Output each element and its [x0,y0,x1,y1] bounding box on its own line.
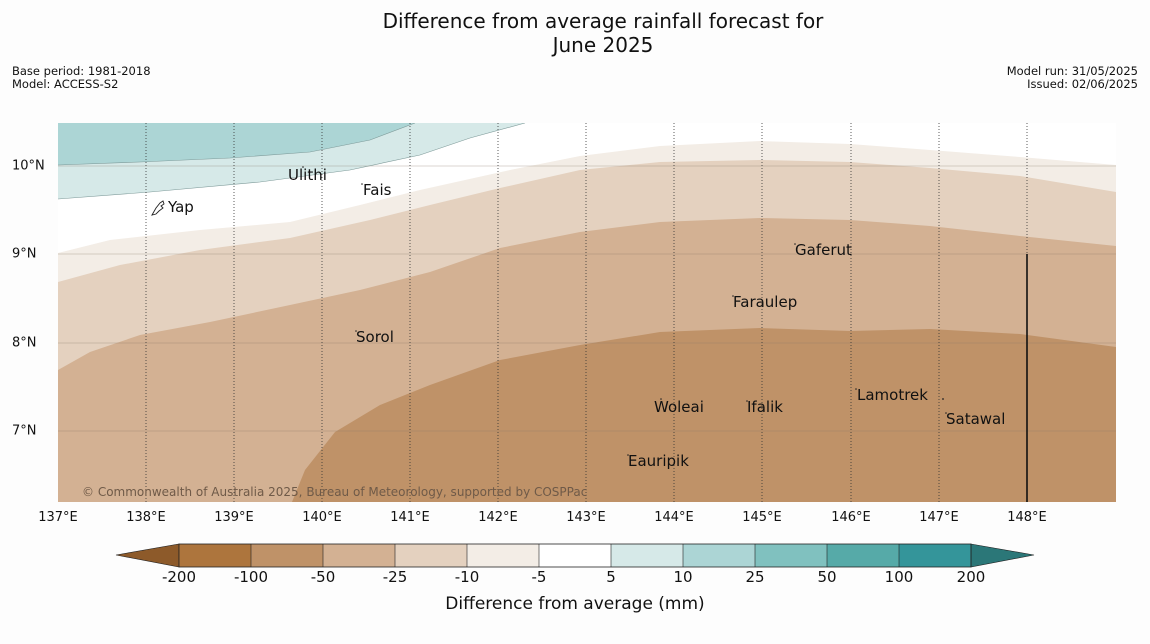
colorbar [115,543,1035,568]
lat-label-10n: 10°N [12,158,45,174]
lon-label-138e: 138°E [126,510,166,525]
place-lamotrek: Lamotrek [857,386,928,404]
title-line-1: Difference from average rainfall forecas… [382,9,824,33]
island-markers [302,166,947,456]
place-woleai: Woleai [654,398,704,416]
lon-label-142e: 142°E [478,510,518,525]
lon-label-147e: 147°E [919,510,959,525]
contour-10-to-25 [58,123,415,165]
issued-text: Issued: 02/06/2025 [1027,77,1138,91]
colorbar-extend-low [115,543,180,568]
model-text: Model: ACCESS-S2 [12,77,119,91]
lon-label-140e: 140°E [302,510,342,525]
colorbar-swatch [467,544,539,567]
colorbar-label: -100 [233,568,269,586]
place-fais: Fais [363,181,392,199]
lat-label-9n: 9°N [12,246,37,262]
lon-label-145e: 145°E [742,510,782,525]
colorbar-swatch [251,544,323,567]
map-title: Difference from average rainfall forecas… [0,9,1150,57]
grid-lines [58,123,1116,502]
place-ulithi: Ulithi [288,166,327,184]
colorbar-swatch [539,544,611,567]
copyright-text: © Commonwealth of Australia 2025, Bureau… [82,485,588,499]
colorbar-swatch [323,544,395,567]
place-satawal: Satawal [946,410,1006,428]
place-ifalik: Ifalik [747,398,783,416]
colorbar-swatch [611,544,683,567]
lon-label-148e: 148°E [1007,510,1047,525]
lon-label-139e: 139°E [214,510,254,525]
title-line-2: June 2025 [552,33,654,57]
yap-island-shape [151,200,165,216]
colorbar-extend-high [970,543,1035,568]
rainfall-contours [58,123,1116,502]
colorbar-label: 200 [956,568,986,586]
colorbar-label: 5 [606,568,616,586]
place-eauripik: Eauripik [628,452,689,470]
colorbar-label: 50 [817,568,837,586]
base-period-text: Base period: 1981-2018 [12,64,151,78]
place-sorol: Sorol [356,328,394,346]
lon-label-144e: 144°E [654,510,694,525]
place-faraulep: Faraulep [733,293,798,311]
lon-label-146e: 146°E [831,510,871,525]
meta-left: Base period: 1981-2018 Model: ACCESS-S2 [12,65,151,91]
lat-label-7n: 7°N [12,423,37,439]
colorbar-label: -200 [161,568,197,586]
colorbar-label: -50 [310,568,336,586]
contour-minus50-to-minus100 [292,328,1116,502]
colorbar-label: -10 [454,568,480,586]
colorbar-swatch [683,544,755,567]
colorbar-label: 100 [884,568,914,586]
lon-label-137e: 137°E [38,510,78,525]
colorbar-label: -25 [382,568,408,586]
colorbar-label: 25 [745,568,765,586]
place-gaferut: Gaferut [795,241,852,259]
colorbar-label: 10 [673,568,693,586]
place-yap: Yap [168,198,194,216]
lon-label-141e: 141°E [390,510,430,525]
lat-label-8n: 8°N [12,335,37,351]
colorbar-title: Difference from average (mm) [445,594,705,614]
colorbar-swatch [395,544,467,567]
colorbar-swatch [755,544,827,567]
colorbar-label: -5 [531,568,547,586]
colorbar-swatch [899,544,971,567]
colorbar-swatch [827,544,899,567]
colorbar-swatch [179,544,251,567]
meta-right: Model run: 31/05/2025 Issued: 02/06/2025 [1007,65,1138,91]
model-run-text: Model run: 31/05/2025 [1006,64,1138,78]
lon-label-143e: 143°E [566,510,606,525]
